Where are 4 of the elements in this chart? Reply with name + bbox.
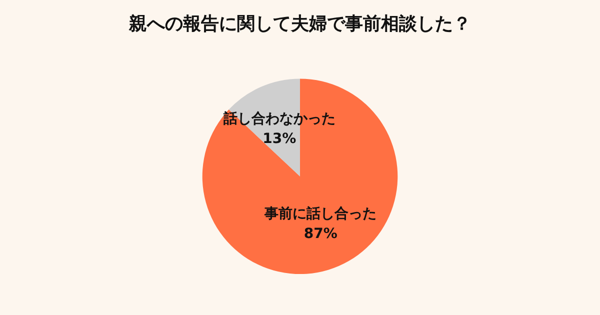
chart-title: 親への報告に関して夫婦で事前相談した？ (128, 14, 471, 34)
data-label: 13% (262, 130, 296, 147)
slice-label: 事前に話し合った (264, 206, 377, 222)
data-label: 87% (304, 226, 338, 242)
